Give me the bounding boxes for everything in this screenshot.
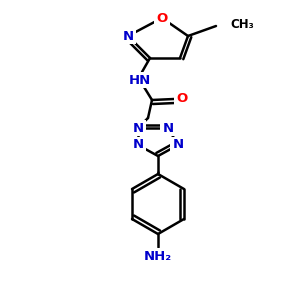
Text: HN: HN [129, 74, 151, 86]
Text: CH₃: CH₃ [230, 17, 254, 31]
Text: O: O [156, 11, 168, 25]
Text: N: N [122, 29, 134, 43]
Text: N: N [162, 122, 174, 134]
Text: O: O [176, 92, 188, 106]
Text: N: N [132, 139, 144, 152]
Text: NH₂: NH₂ [144, 250, 172, 262]
Text: N: N [132, 122, 144, 134]
Text: N: N [172, 139, 184, 152]
